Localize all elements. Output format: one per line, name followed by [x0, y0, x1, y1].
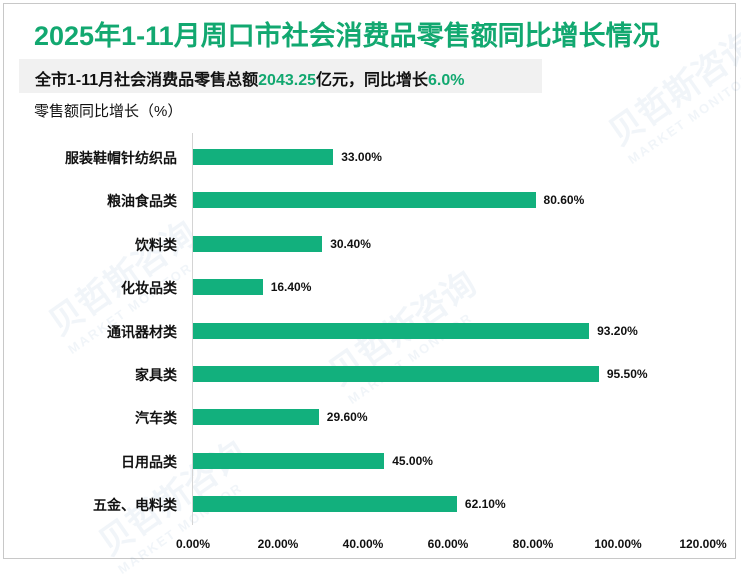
y-axis-line: [192, 133, 193, 525]
category-label: 日用品类: [121, 453, 177, 470]
bar: [193, 409, 319, 426]
x-tick-label: 60.00%: [427, 537, 469, 551]
category-label: 化妆品类: [121, 280, 177, 297]
data-label: 95.50%: [606, 367, 648, 381]
category-label: 五金、电料类: [93, 497, 177, 514]
data-label: 16.40%: [270, 280, 312, 295]
bar: [193, 496, 457, 513]
x-tick-label: 100.00%: [594, 537, 642, 551]
x-tick-label: 80.00%: [512, 537, 554, 551]
bar: [193, 235, 323, 252]
x-tick-label: 0.00%: [175, 537, 211, 551]
data-label: 93.20%: [597, 323, 638, 338]
chart-title: 2025年1-11月周口市社会消费品零售额同比增长情况: [34, 21, 660, 51]
category-label: 家具类: [135, 367, 177, 383]
axis-unit-label: 零售额同比增长（%）: [34, 103, 183, 120]
bar: [193, 192, 536, 209]
data-label: 29.60%: [326, 410, 368, 425]
bar: [193, 149, 334, 165]
data-label: 62.10%: [464, 497, 506, 512]
data-label: 33.00%: [341, 150, 382, 164]
bar: [193, 279, 263, 296]
total-value: 2043.25: [258, 72, 316, 89]
x-tick-label: 120.00%: [679, 537, 727, 551]
category-label: 汽车类: [135, 410, 177, 427]
x-tick-label: 20.00%: [257, 537, 299, 551]
category-label: 粮油食品类: [107, 193, 177, 210]
summary-banner: 全市1-11月社会消费品零售总额2043.25亿元，同比增长6.0%: [19, 59, 542, 93]
category-label: 饮料类: [135, 236, 177, 253]
category-label: 通讯器材类: [107, 323, 177, 340]
bar: [193, 366, 599, 382]
data-label: 80.60%: [543, 193, 585, 208]
x-tick-label: 40.00%: [342, 537, 384, 551]
growth-value: 6.0%: [428, 72, 465, 89]
data-label: 30.40%: [330, 236, 371, 251]
summary-text: 全市1-11月社会消费品零售总额2043.25亿元，同比增长6.0%: [35, 72, 465, 89]
bar: [193, 322, 590, 339]
bar: [193, 452, 385, 469]
data-label: 45.00%: [392, 453, 433, 468]
category-label: 服装鞋帽针纺织品: [65, 150, 177, 166]
